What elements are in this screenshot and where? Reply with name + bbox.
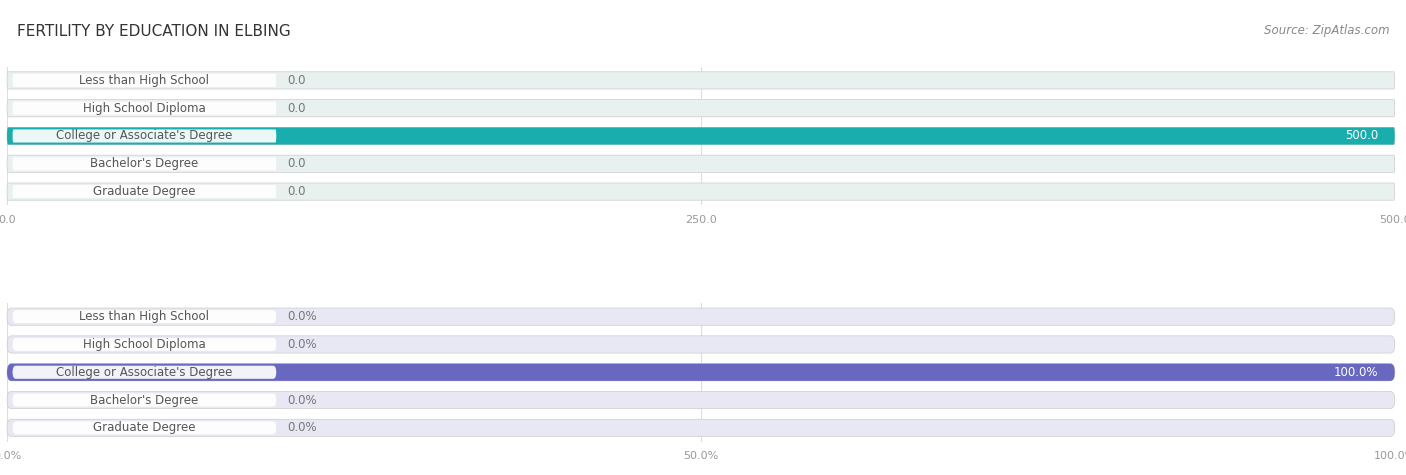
Text: 500.0: 500.0: [1346, 130, 1378, 142]
FancyBboxPatch shape: [7, 100, 1395, 117]
FancyBboxPatch shape: [7, 364, 1395, 381]
FancyBboxPatch shape: [13, 157, 276, 171]
Text: Bachelor's Degree: Bachelor's Degree: [90, 157, 198, 170]
FancyBboxPatch shape: [13, 421, 276, 435]
FancyBboxPatch shape: [7, 336, 1395, 353]
Text: Graduate Degree: Graduate Degree: [93, 185, 195, 198]
FancyBboxPatch shape: [7, 391, 1395, 408]
Text: 0.0: 0.0: [287, 102, 307, 114]
Text: Source: ZipAtlas.com: Source: ZipAtlas.com: [1264, 24, 1389, 37]
FancyBboxPatch shape: [13, 102, 276, 115]
FancyBboxPatch shape: [7, 127, 1395, 144]
FancyBboxPatch shape: [13, 185, 276, 198]
FancyBboxPatch shape: [13, 130, 276, 142]
FancyBboxPatch shape: [7, 155, 1395, 172]
Text: Bachelor's Degree: Bachelor's Degree: [90, 394, 198, 407]
Text: 0.0: 0.0: [287, 157, 307, 170]
Text: College or Associate's Degree: College or Associate's Degree: [56, 366, 232, 379]
FancyBboxPatch shape: [7, 183, 1395, 200]
Text: 0.0: 0.0: [287, 185, 307, 198]
Text: 0.0%: 0.0%: [287, 394, 316, 407]
Text: 0.0%: 0.0%: [287, 338, 316, 351]
Text: FERTILITY BY EDUCATION IN ELBING: FERTILITY BY EDUCATION IN ELBING: [17, 24, 291, 39]
FancyBboxPatch shape: [7, 127, 1395, 144]
FancyBboxPatch shape: [7, 308, 1395, 325]
Text: Graduate Degree: Graduate Degree: [93, 421, 195, 434]
FancyBboxPatch shape: [13, 310, 276, 323]
Text: Less than High School: Less than High School: [79, 74, 209, 87]
Text: College or Associate's Degree: College or Associate's Degree: [56, 130, 232, 142]
FancyBboxPatch shape: [13, 338, 276, 351]
Text: 0.0: 0.0: [287, 74, 307, 87]
FancyBboxPatch shape: [13, 74, 276, 87]
Text: 0.0%: 0.0%: [287, 421, 316, 434]
Text: Less than High School: Less than High School: [79, 310, 209, 323]
FancyBboxPatch shape: [13, 366, 276, 379]
Text: 100.0%: 100.0%: [1334, 366, 1378, 379]
FancyBboxPatch shape: [13, 393, 276, 407]
FancyBboxPatch shape: [7, 72, 1395, 89]
Text: 0.0%: 0.0%: [287, 310, 316, 323]
Text: High School Diploma: High School Diploma: [83, 102, 205, 114]
Text: High School Diploma: High School Diploma: [83, 338, 205, 351]
FancyBboxPatch shape: [7, 419, 1395, 437]
FancyBboxPatch shape: [7, 364, 1395, 381]
